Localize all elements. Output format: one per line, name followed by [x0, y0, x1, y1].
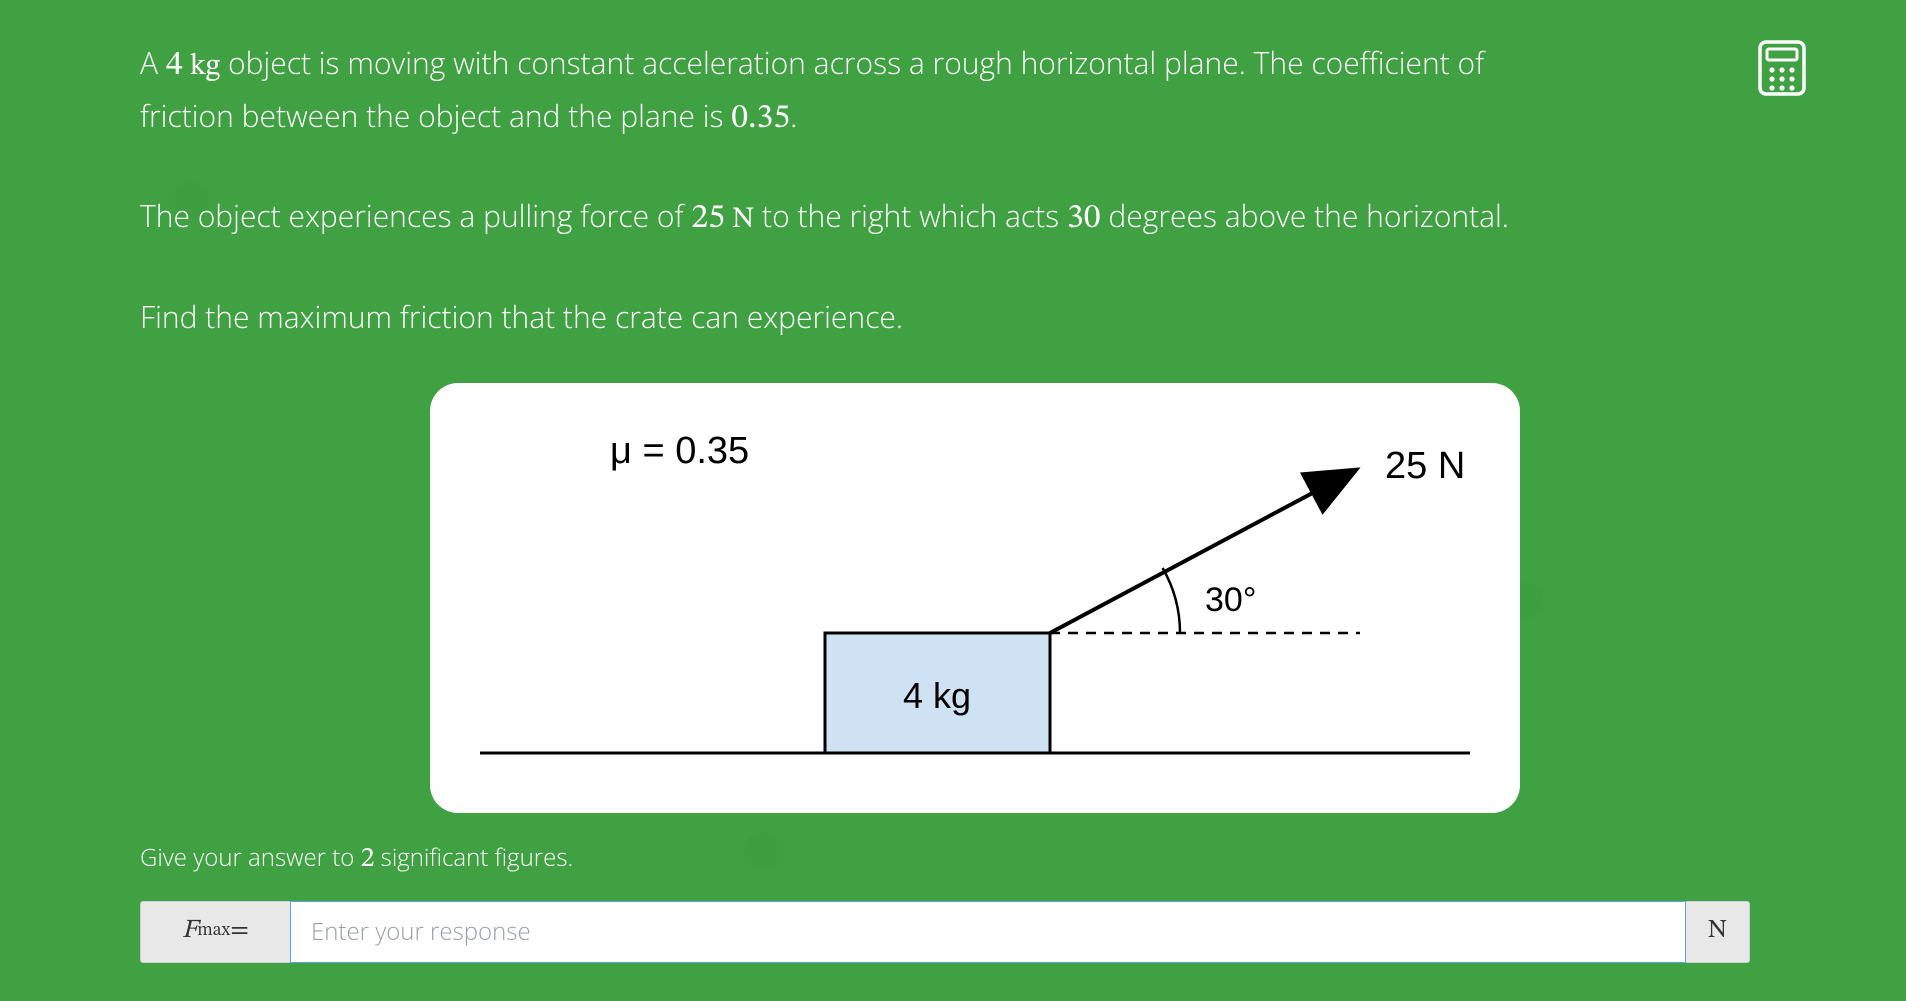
crate-label: 4 kg: [903, 675, 971, 716]
paragraph-1: A 4 kg object is moving with constant ac…: [140, 40, 1540, 145]
answer-unit: N: [1686, 901, 1750, 963]
diagram-panel: 4 kg μ = 0.35 30° 25 N: [430, 383, 1520, 813]
answer-prefix: Fmax =: [140, 901, 290, 963]
text: Give your answer to: [140, 841, 361, 874]
question-content: A 4 kg object is moving with constant ac…: [140, 40, 1760, 963]
text: to the right which acts: [754, 195, 1067, 236]
answer-input[interactable]: [290, 901, 1686, 963]
mass-value: 4: [166, 49, 183, 83]
instruction: Give your answer to 2 significant figure…: [140, 841, 1760, 877]
force-arrow: [1050, 473, 1350, 633]
text: degrees above the horizontal.: [1101, 195, 1509, 236]
angle-arc: [1163, 568, 1180, 633]
paragraph-2: The object experiences a pulling force o…: [140, 193, 1540, 246]
angle-label: 30°: [1205, 581, 1256, 619]
force-unit: N: [725, 205, 754, 235]
mu-value: 0.35: [731, 102, 790, 136]
force-label: 25 N: [1385, 445, 1465, 487]
calculator-icon[interactable]: [1758, 40, 1806, 96]
mu-label: μ = 0.35: [610, 430, 749, 472]
force-value: 25: [691, 202, 725, 236]
text: significant figures.: [374, 841, 573, 874]
prefix-eq: =: [230, 915, 249, 948]
prefix-var: F: [182, 915, 197, 948]
paragraph-3: Find the maximum friction that the crate…: [140, 294, 1540, 341]
text: A: [140, 42, 166, 83]
mass-unit: kg: [183, 52, 221, 82]
text: object is moving with constant accelerat…: [140, 42, 1484, 136]
diagram-svg: 4 kg μ = 0.35 30° 25 N: [430, 383, 1520, 813]
text: The object experiences a pulling force o…: [140, 195, 691, 236]
angle-value: 30: [1067, 202, 1101, 236]
sigfig-value: 2: [361, 845, 375, 873]
text: .: [790, 95, 797, 136]
answer-row: Fmax = N: [140, 901, 1750, 963]
prefix-sub: max: [197, 920, 230, 943]
